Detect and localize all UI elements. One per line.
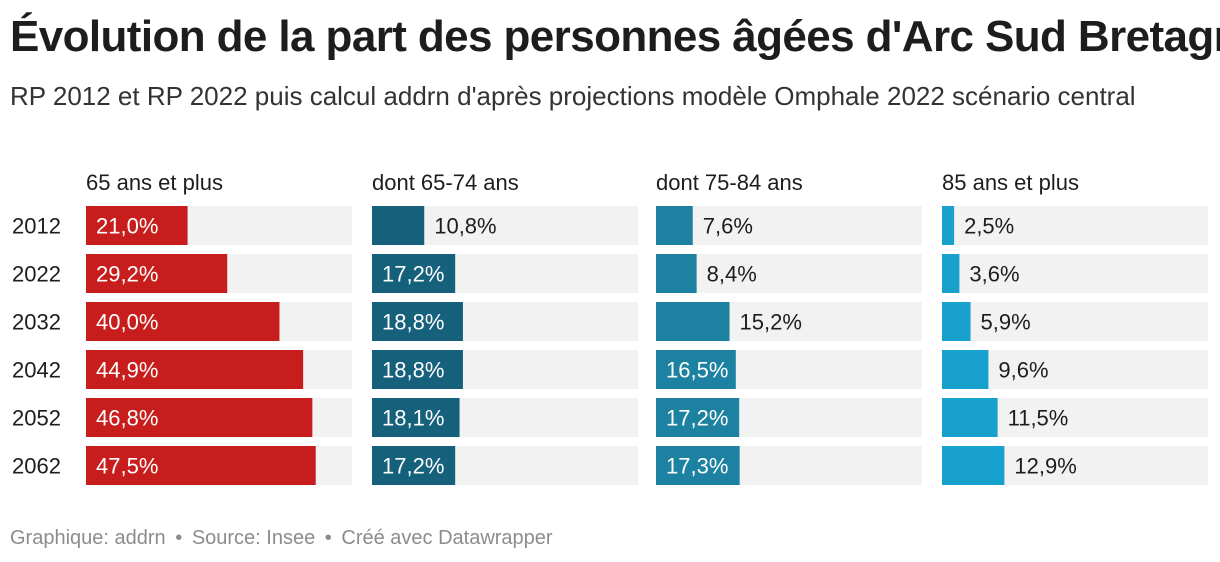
data-label: 5,9% (981, 310, 1031, 335)
bar-track (942, 302, 1208, 341)
data-label: 15,2% (740, 310, 802, 335)
bar (372, 206, 425, 245)
footer-source: Source: Insee (191, 527, 316, 549)
bar (656, 254, 697, 293)
footer-separator: • (175, 527, 183, 549)
data-label: 10,8% (434, 214, 496, 239)
small-multiples-bar-chart: 2012 2022 2032 2042 2052 2062 65 ans et plus 21… (12, 170, 1208, 485)
bar-track (942, 254, 1208, 293)
bar (942, 350, 989, 389)
footer-datawrapper-credit: Créé avec Datawrapper (341, 527, 553, 549)
bar (86, 398, 313, 437)
panel-header: 85 ans et plus (942, 170, 1079, 195)
bar (942, 446, 1005, 485)
bar (656, 350, 736, 389)
bar (656, 206, 693, 245)
data-label: 3,6% (969, 262, 1019, 287)
bar (942, 206, 955, 245)
data-label: 9,6% (998, 358, 1048, 383)
bar (942, 398, 998, 437)
footer-graphic-credit: Graphique: addrn (10, 527, 166, 549)
bar (372, 398, 460, 437)
data-label: 8,4% (707, 262, 757, 287)
bar (86, 446, 316, 485)
data-label: 44,9% (96, 358, 158, 383)
data-label: 18,8% (382, 310, 444, 335)
chart-footer: Graphique: addrn • Source: Insee • Créé … (10, 525, 553, 551)
bar (372, 446, 456, 485)
data-label: 11,5% (1008, 406, 1069, 431)
bar (372, 350, 463, 389)
data-label: 17,2% (382, 454, 444, 479)
bar (86, 302, 280, 341)
data-label: 18,8% (382, 358, 444, 383)
data-label: 21,0% (96, 214, 158, 239)
data-label: 29,2% (96, 262, 158, 287)
row-label: 2022 (12, 262, 61, 287)
row-label: 2042 (12, 358, 61, 383)
bar-track (656, 206, 922, 245)
data-label: 17,2% (382, 262, 444, 287)
bar (86, 206, 188, 245)
chart-title: Évolution de la part des personnes âgées… (10, 12, 1220, 61)
bar (656, 302, 730, 341)
panel-header: dont 65-74 ans (372, 170, 519, 195)
data-label: 18,1% (382, 406, 444, 431)
bar (372, 302, 463, 341)
chart-subtitle: RP 2012 et RP 2022 puis calcul addrn d'a… (10, 81, 1136, 111)
data-label: 7,6% (703, 214, 753, 239)
footer-separator: • (324, 527, 332, 549)
bar (656, 398, 740, 437)
data-label: 12,9% (1014, 454, 1076, 479)
data-label: 17,3% (666, 454, 728, 479)
bar (86, 254, 228, 293)
bar (942, 254, 960, 293)
bar (656, 446, 740, 485)
row-label: 2012 (12, 214, 61, 239)
panel-header: dont 75-84 ans (656, 170, 803, 195)
data-label: 17,2% (666, 406, 728, 431)
row-label: 2032 (12, 310, 61, 335)
bar (372, 254, 456, 293)
data-label: 16,5% (666, 358, 728, 383)
data-label: 47,5% (96, 454, 158, 479)
data-label: 2,5% (964, 214, 1014, 239)
bar (942, 302, 971, 341)
row-label: 2062 (12, 454, 61, 479)
bar (86, 350, 304, 389)
row-label: 2052 (12, 406, 61, 431)
bar-track (942, 206, 1208, 245)
bar-track (656, 254, 922, 293)
data-label: 40,0% (96, 310, 158, 335)
data-label: 46,8% (96, 406, 158, 431)
panel-header: 65 ans et plus (86, 170, 223, 195)
